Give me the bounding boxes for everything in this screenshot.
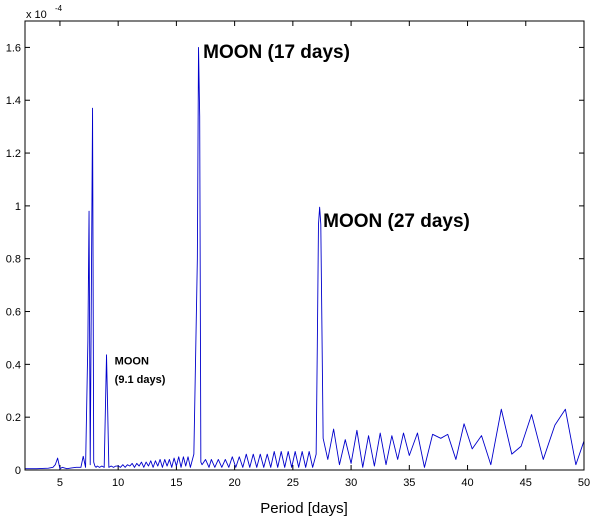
x-tick-label: 40 — [461, 477, 473, 489]
x-tick-label: 25 — [287, 477, 299, 489]
x-tick-label: 5 — [57, 477, 63, 489]
x-tick-label: 50 — [578, 477, 590, 489]
y-tick-label: 1 — [15, 201, 21, 213]
y-tick-label: 0.2 — [6, 412, 21, 424]
moon-annotation: (9.1 days) — [115, 374, 166, 386]
y-tick-label: 0.4 — [6, 359, 21, 371]
label-layer: 5 10 15 20 25 30 35 40 45 50 0 0.2 0.4 0.6 0.8 1 1.2 1.4 1… — [6, 4, 590, 489]
moon-annotation: MOON — [115, 355, 149, 367]
series-line — [25, 46, 585, 470]
y-tick-label: 1.4 — [6, 95, 21, 107]
plot-area-background — [25, 21, 584, 470]
moon-annotation: MOON (17 days) — [203, 42, 350, 63]
x-tick-label: 10 — [112, 477, 124, 489]
x-tick-label: 20 — [229, 477, 241, 489]
moon-annotation: MOON (27 days) — [323, 211, 470, 232]
y-exponent-power: -4 — [55, 4, 63, 13]
y-tick-label: 0.6 — [6, 307, 21, 319]
x-tick-label: 35 — [403, 477, 415, 489]
x-tick-label: 45 — [520, 477, 532, 489]
tick-layer — [25, 21, 585, 471]
x-tick-label: 30 — [345, 477, 357, 489]
y-tick-label: 1.2 — [6, 148, 21, 160]
x-tick-label: 15 — [170, 477, 182, 489]
x-axis-label: Period [days] — [260, 500, 348, 517]
y-exponent-base: x 10 — [26, 9, 47, 21]
plot-frame — [24, 20, 585, 471]
y-tick-label: 0 — [15, 465, 21, 477]
y-tick-label: 1.6 — [6, 42, 21, 54]
series-layer — [25, 46, 585, 470]
y-tick-label: 0.8 — [6, 254, 21, 266]
